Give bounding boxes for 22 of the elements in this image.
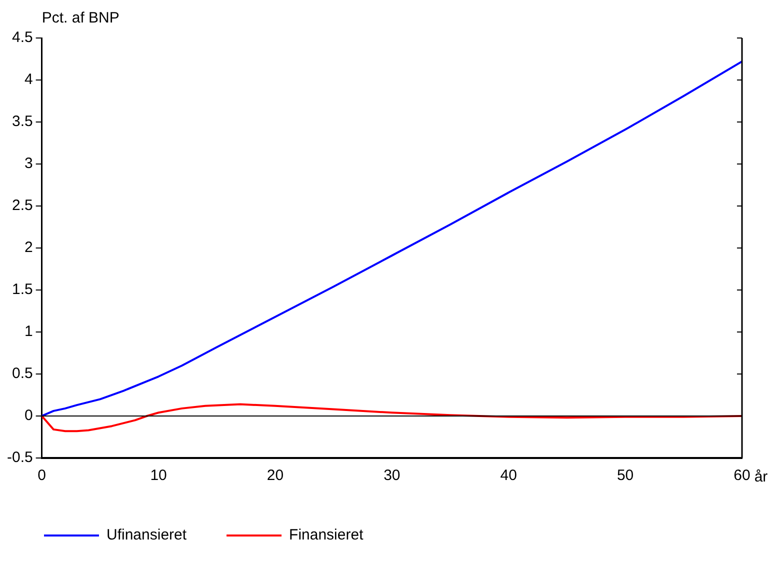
x-tick-label: 60 xyxy=(734,467,750,484)
x-axis-title: år xyxy=(754,468,768,486)
x-tick-label: 40 xyxy=(500,467,517,484)
x-tick-label: 10 xyxy=(150,467,167,484)
y-tick-label: 0 xyxy=(24,407,33,424)
y-tick-label: 1.5 xyxy=(12,281,33,298)
y-tick-label: 0.5 xyxy=(12,365,33,382)
y-tick-label: 2 xyxy=(24,239,33,256)
y-axis-title: Pct. af BNP xyxy=(42,10,120,27)
legend-label: Finansieret xyxy=(289,526,364,544)
x-tick-label: 0 xyxy=(38,467,46,484)
y-tick-label: 4 xyxy=(24,71,33,88)
y-tick-label: 3 xyxy=(24,155,33,172)
legend-label: Ufinansieret xyxy=(106,526,188,544)
y-tick-label: -0.5 xyxy=(6,449,33,466)
y-tick-label: 2.5 xyxy=(12,197,33,214)
y-tick-label: 1 xyxy=(24,323,33,340)
x-tick-label: 20 xyxy=(266,467,284,484)
y-tick-label: 4.5 xyxy=(12,29,33,46)
x-tick-label: 50 xyxy=(616,467,634,484)
x-tick-label: 30 xyxy=(384,467,400,484)
y-tick-label: 3.5 xyxy=(12,113,33,130)
